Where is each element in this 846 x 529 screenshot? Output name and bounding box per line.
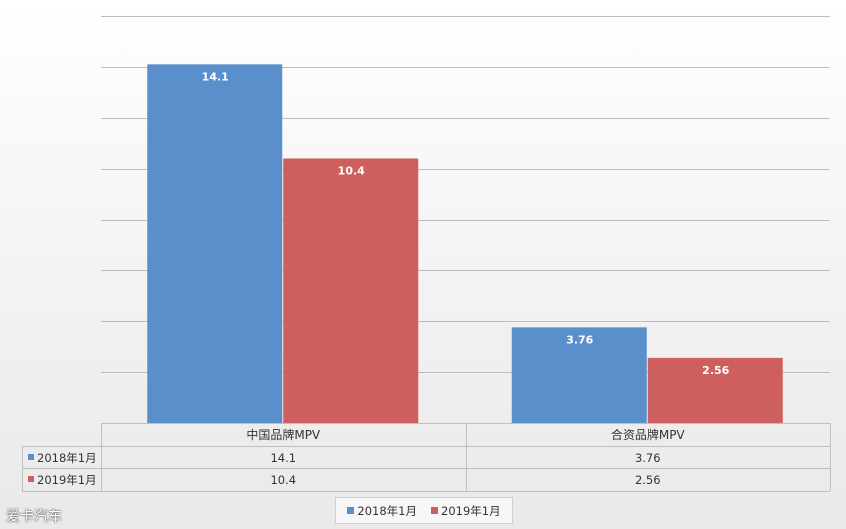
bar [511, 327, 647, 423]
legend-swatch-2019 [431, 507, 438, 514]
bar [647, 357, 783, 423]
data-label: 3.76 [566, 333, 593, 346]
table-series-swatch [28, 454, 34, 460]
data-table: 中国品牌MPV 合资品牌MPV 2018年1月 14.1 3.76 2019年1月 10.4… [22, 423, 831, 492]
table-series-name: 2018年1月 [37, 451, 97, 465]
table-series-swatch [28, 476, 34, 482]
legend-label-2019: 2019年1月 [441, 503, 501, 518]
legend-swatch-2018 [347, 507, 355, 514]
data-label-group: 14.1 10.4 3.76 2.56 [202, 70, 730, 377]
legend-label-2018: 2018年1月 [357, 503, 417, 518]
legend-item-2018: 2018年1月 [347, 503, 417, 519]
table-cell: 14.1 [270, 451, 296, 465]
table-cell: 2.56 [635, 473, 661, 487]
bar [147, 64, 283, 424]
table-cell: 10.4 [270, 473, 296, 487]
category-label: 中国品牌MPV [246, 427, 321, 442]
table-cell: 3.76 [635, 451, 661, 465]
data-label: 14.1 [202, 70, 229, 83]
legend-item-2019: 2019年1月 [431, 503, 501, 519]
legend: 2018年1月 2019年1月 [335, 497, 513, 524]
data-label: 10.4 [338, 164, 365, 177]
bar-group [147, 64, 783, 424]
bar [283, 158, 419, 423]
data-label: 2.56 [702, 364, 729, 377]
watermark: 爱卡汽车 [6, 509, 62, 525]
table-series-name: 2019年1月 [37, 473, 97, 487]
category-label: 合资品牌MPV [611, 427, 686, 442]
